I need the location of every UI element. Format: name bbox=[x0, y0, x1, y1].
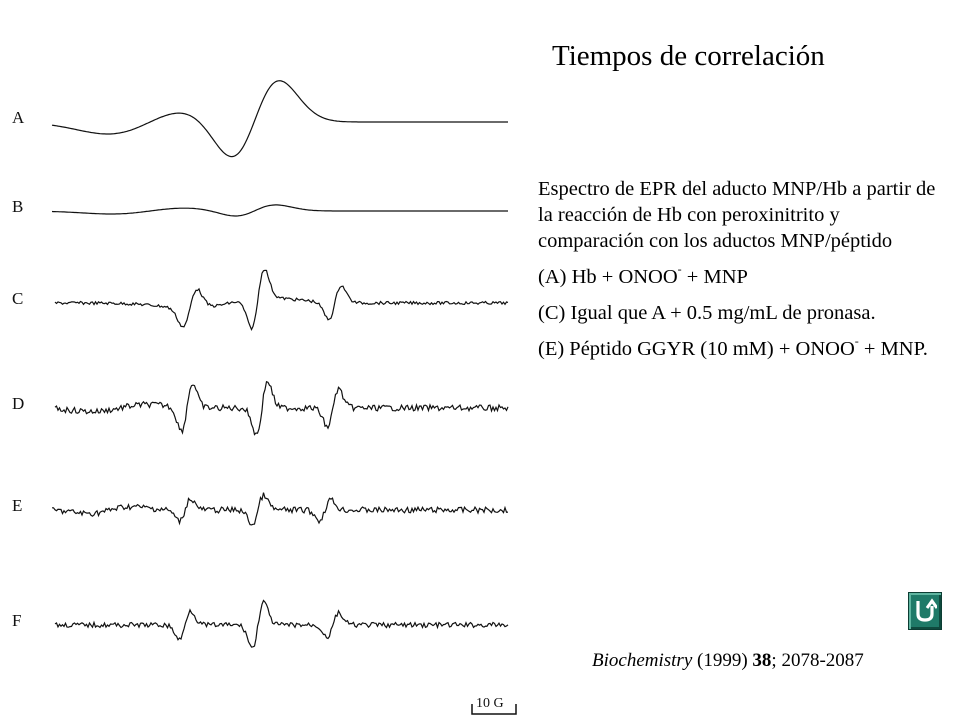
trace-label: C bbox=[12, 289, 23, 308]
citation: Biochemistry (1999) 38; 2078-2087 bbox=[592, 650, 864, 671]
return-button[interactable] bbox=[908, 592, 942, 630]
epr-trace-e bbox=[52, 492, 509, 526]
trace-label: F bbox=[12, 611, 21, 630]
trace-label: A bbox=[12, 108, 25, 127]
epr-trace-c bbox=[54, 269, 509, 331]
trace-label: E bbox=[12, 496, 22, 515]
citation-volume: 38 bbox=[752, 650, 772, 671]
figure-description: Espectro de EPR del aducto MNP/Hb a part… bbox=[538, 176, 938, 372]
legend-item-c: (C) Igual que A + 0.5 mg/mL de pronasa. bbox=[538, 302, 876, 324]
legend-item-a: (A) Hb + ONOO- + MNP bbox=[538, 262, 748, 288]
legend-item-e: (E) Péptido GGYR (10 mM) + ONOO- + MNP. bbox=[538, 334, 928, 360]
epr-trace-f bbox=[54, 599, 509, 648]
epr-trace-b bbox=[51, 204, 508, 217]
trace-label: D bbox=[12, 394, 24, 413]
description-text: Espectro de EPR del aducto MNP/Hb a part… bbox=[538, 178, 936, 252]
return-arrow-icon bbox=[916, 598, 937, 622]
scale-bar-label: 10 G bbox=[476, 696, 504, 711]
epr-trace-a bbox=[51, 80, 508, 158]
slide-title: Tiempos de correlación bbox=[552, 40, 825, 72]
scale-bar bbox=[471, 704, 517, 715]
epr-spectra-figure: A B C D E F 10 G bbox=[12, 80, 517, 715]
epr-trace-d bbox=[54, 380, 509, 436]
trace-label: B bbox=[12, 197, 23, 216]
citation-journal: Biochemistry bbox=[592, 650, 693, 671]
